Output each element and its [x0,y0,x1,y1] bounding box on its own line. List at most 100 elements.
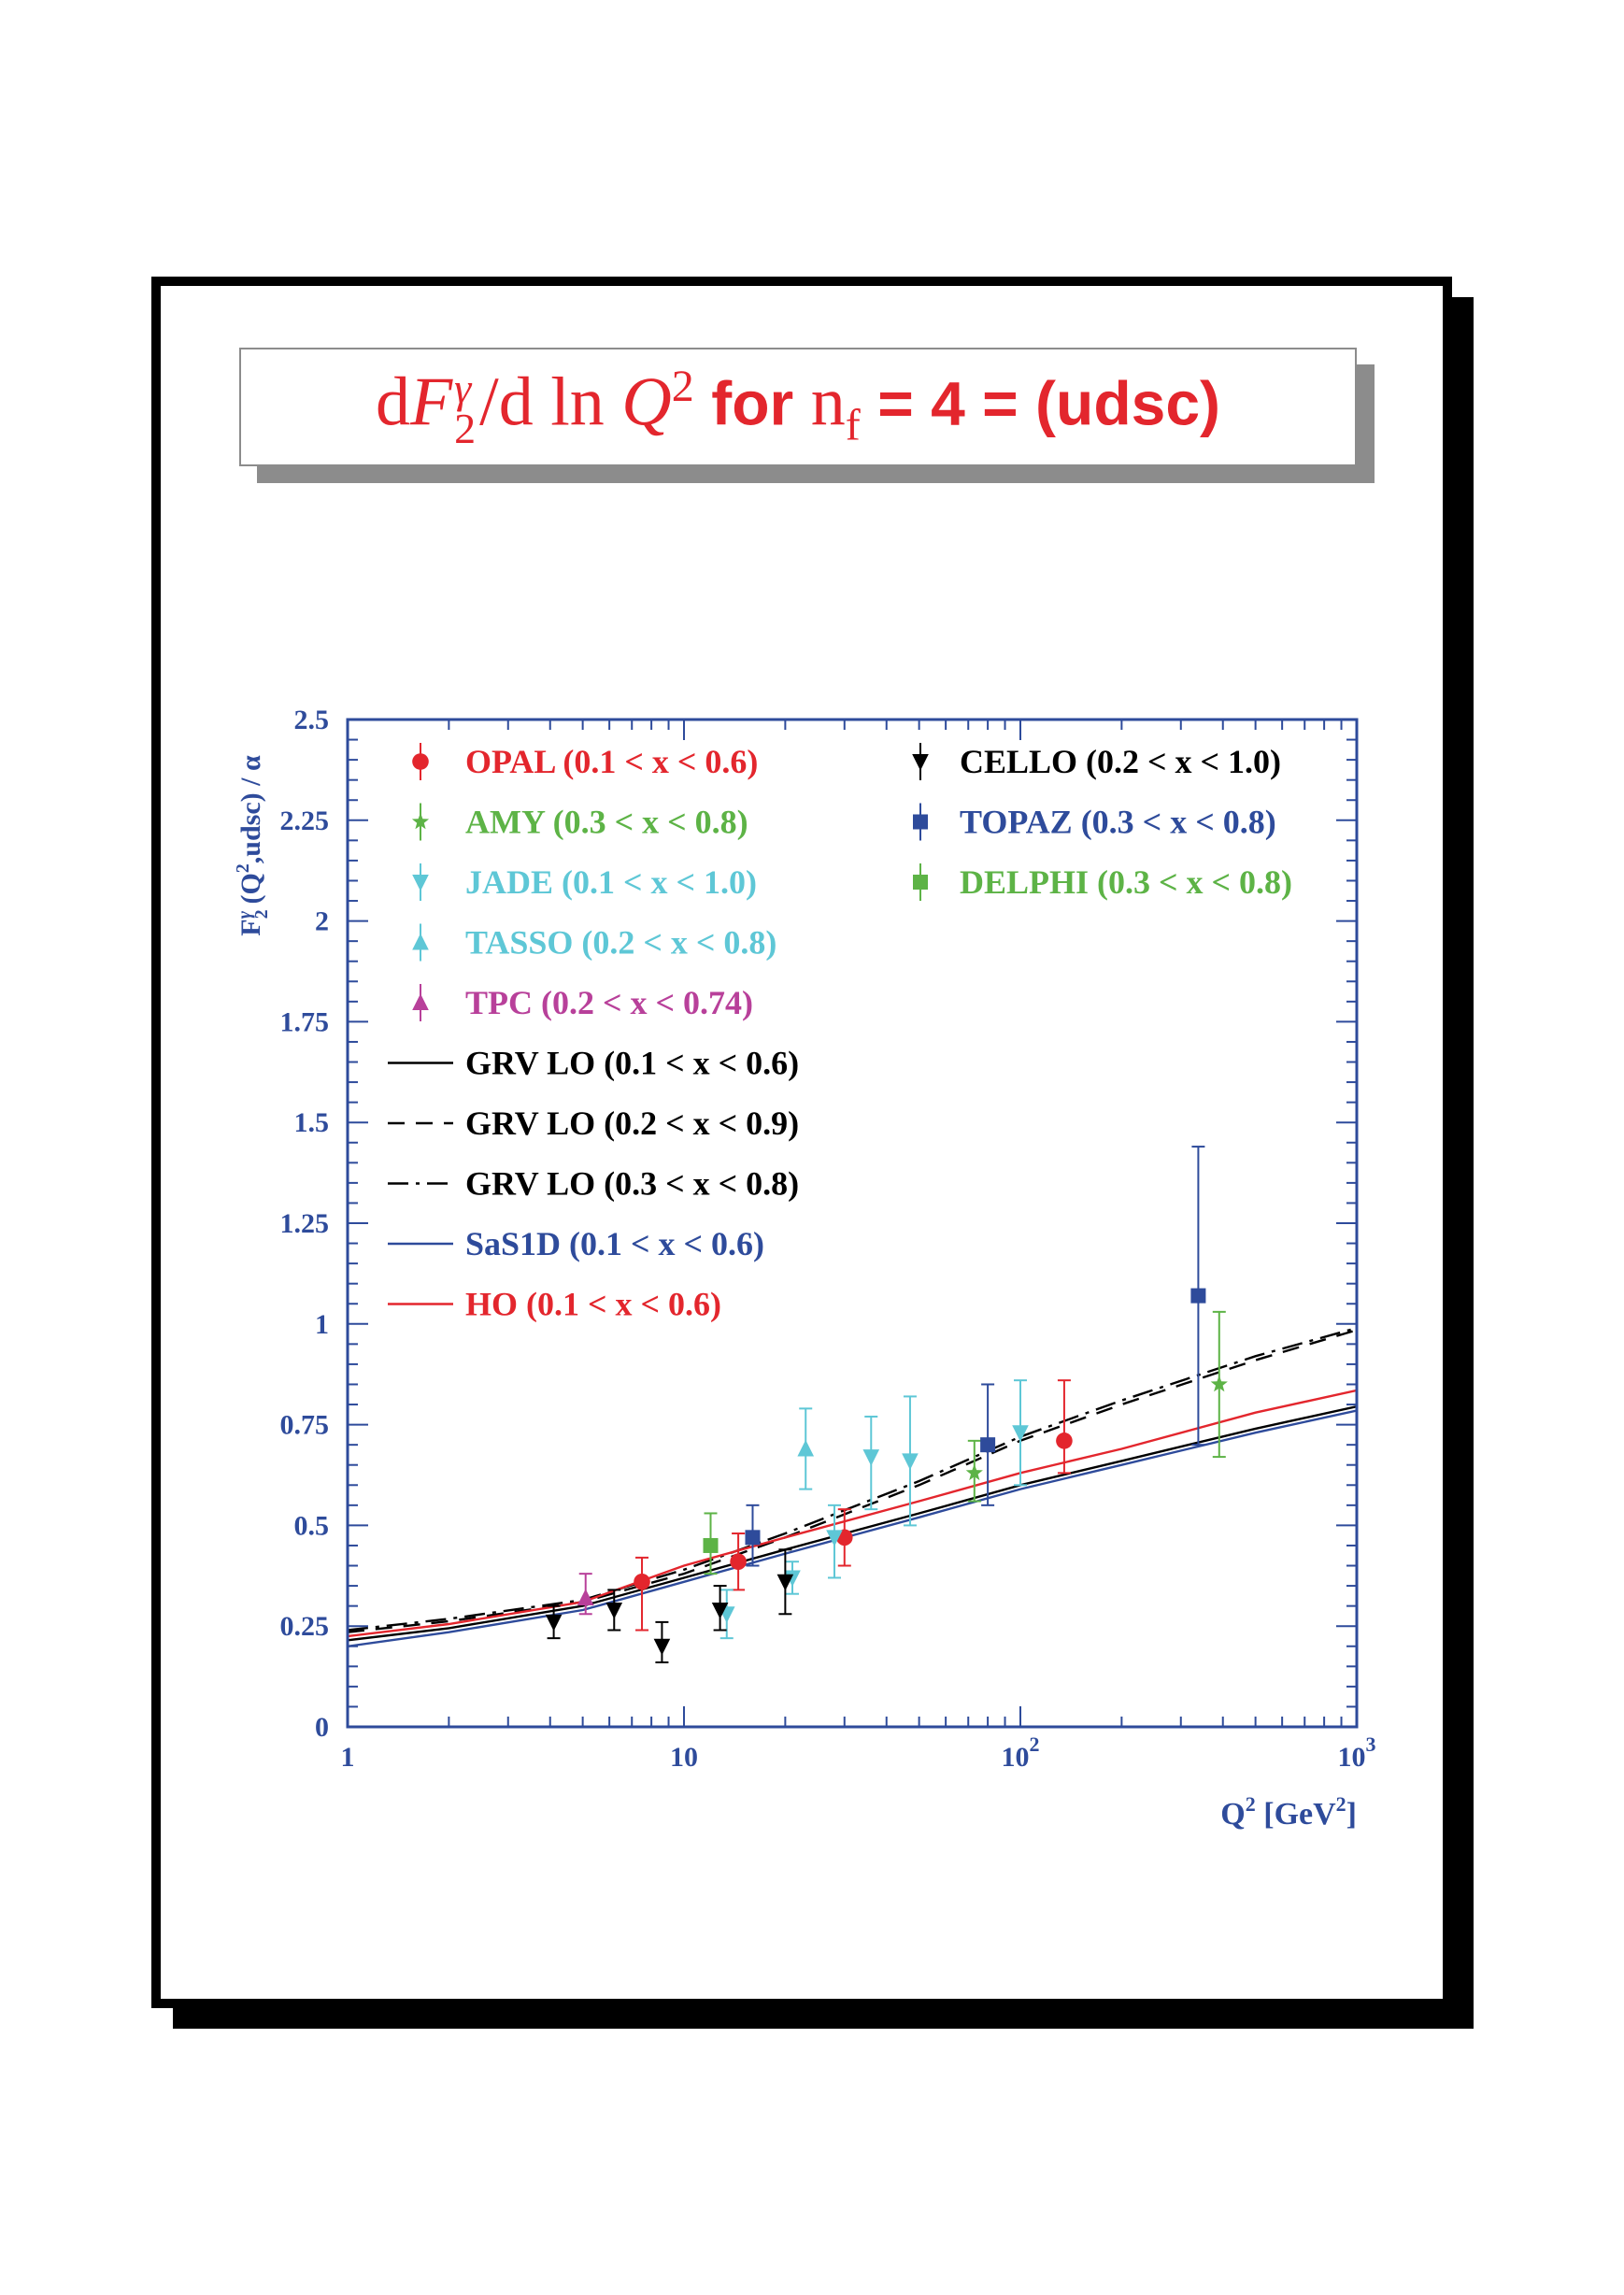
curve-line [348,1326,1357,1632]
marker-triangle-up [577,1589,594,1606]
legend-label: GRV LO (0.2 < x < 0.9) [465,1105,799,1142]
marker-circle [412,753,429,770]
axes: 0 0.25 0.5 0.75 1 1.25 1.5 1.75 2 2.25 2.5 1 10 102 10… [280,705,1376,1773]
title-sub-2: 2 [454,405,477,453]
marker-circle [1056,1433,1073,1449]
y-tick-label: 0.75 [280,1410,330,1441]
x-tick-label: 10 [670,1742,698,1773]
data-point [980,1383,996,1506]
data-point [745,1504,761,1567]
y-tick-label: 0.25 [280,1611,330,1642]
x-tick-label: 102 [1002,1732,1040,1773]
marker-square [703,1537,719,1553]
legend-entry: GRV LO (0.3 < x < 0.8) [388,1165,799,1203]
legend-label: GRV LO (0.3 < x < 0.8) [465,1165,799,1203]
legend-label: TOPAZ (0.3 < x < 0.8) [960,804,1276,841]
marker-circle [634,1573,650,1590]
data-point [797,1407,815,1490]
legend-entry: TPC (0.2 < x < 0.74) [412,984,753,1021]
curve-line [348,1405,1357,1642]
marker-star [1210,1375,1228,1392]
legend-label: HO (0.1 < x < 0.6) [465,1286,721,1323]
legend-entry: GRV LO (0.2 < x < 0.9) [388,1105,799,1142]
data-point [1012,1379,1029,1487]
x-tick-label: 103 [1338,1732,1376,1773]
legend-entry: CELLO (0.2 < x < 1.0) [912,743,1281,780]
legend-label: SaS1D (0.1 < x < 0.6) [465,1225,764,1262]
marker-square [980,1437,996,1453]
curve-line [348,1329,1357,1633]
marker-triangle-down [776,1574,794,1591]
data-point [902,1395,919,1527]
title-sub-f: f [845,400,861,450]
legend-entry: OPAL (0.1 < x < 0.6) [412,743,758,780]
marker-star [411,812,430,830]
legend-label: DELPHI (0.3 < x < 0.8) [960,863,1292,901]
model-curves [348,1326,1357,1647]
marker-square [1190,1288,1206,1304]
marker-triangle-down [653,1638,671,1656]
data-point [862,1415,880,1511]
legend-label: AMY (0.3 < x < 0.8) [465,804,748,841]
y-tick-label: 1.25 [280,1208,330,1239]
data-point [1056,1379,1073,1475]
marker-triangle-up [412,933,429,950]
legend-entry: GRV LO (0.1 < x < 0.6) [388,1045,799,1082]
data-point [577,1573,594,1616]
data-point [965,1439,983,1503]
legend-entry: TOPAZ (0.3 < x < 0.8) [913,803,1276,841]
data-points [545,1146,1228,1664]
legend-label: CELLO (0.2 < x < 1.0) [960,743,1281,780]
title-Q: Q [621,363,672,441]
marker-star [965,1463,983,1481]
curve-line [348,1389,1357,1638]
marker-triangle-down [1012,1425,1029,1442]
page-title: dF γ 2/d ln Q2 for nf = 4 = (udsc) [375,363,1220,453]
slide-frame [151,277,1452,2008]
title-box: dF γ 2/d ln Q2 for nf = 4 = (udsc) [239,348,1357,466]
data-point [634,1556,650,1632]
data-point [1210,1310,1228,1459]
legend-label: GRV LO (0.1 < x < 0.6) [465,1045,799,1082]
marker-triangle-down [545,1614,563,1632]
y-tick-label: 2 [315,906,329,937]
x-tick-label: 1 [341,1742,355,1773]
data-point [711,1585,729,1632]
legend-label: OPAL (0.1 < x < 0.6) [465,743,758,780]
marker-triangle-down [826,1530,843,1547]
y-tick-label: 0 [315,1712,329,1743]
legend-label: TASSO (0.2 < x < 0.8) [465,924,776,962]
y-tick-label: 1.5 [294,1107,330,1138]
title-F: F [409,363,453,441]
legend-label: JADE (0.1 < x < 1.0) [465,863,757,901]
data-point [545,1604,563,1640]
title-for: for [711,368,794,438]
marker-triangle-down [711,1602,729,1619]
title-sup-gamma: γ [454,363,472,412]
y-tick-label: 2.25 [280,805,330,836]
marker-square [913,814,928,830]
title-n: n [810,363,846,441]
y-tick-label: 2.5 [294,705,330,735]
marker-square [745,1530,761,1546]
data-point [776,1548,794,1616]
y-tick-label: 1.75 [280,1006,330,1037]
marker-triangle-up [412,993,429,1010]
marker-triangle-down [902,1453,919,1471]
data-point [826,1504,843,1579]
legend-label: TPC (0.2 < x < 0.74) [465,984,753,1021]
y-tick-label: 0.5 [294,1510,330,1541]
y-axis-label: F2γ (Q2,udsc) / α [233,755,272,936]
marker-circle [730,1553,747,1571]
marker-square [913,875,928,890]
title-ln: ln [550,363,605,441]
marker-triangle-down [862,1449,880,1466]
legend-entry: SaS1D (0.1 < x < 0.6) [388,1225,764,1262]
data-point [605,1589,623,1632]
title-d: d [375,363,410,441]
marker-triangle-down [412,875,429,891]
legend-entry: DELPHI (0.3 < x < 0.8) [913,863,1292,901]
legend-entry: JADE (0.1 < x < 1.0) [412,863,757,901]
legend-entry: TASSO (0.2 < x < 0.8) [412,923,776,962]
